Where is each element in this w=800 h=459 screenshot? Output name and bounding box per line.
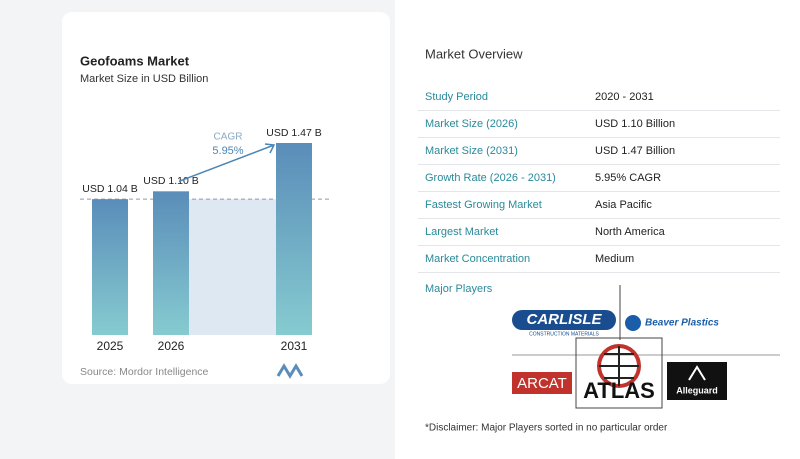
row-label: Largest Market: [425, 226, 498, 238]
row-value: North America: [595, 226, 666, 238]
value-label: USD 1.04 B: [82, 183, 137, 195]
logo-text: Beaver Plastics: [645, 318, 719, 329]
logo-carlisle: CARLISLE CONSTRUCTION MATERIALS: [512, 310, 616, 337]
logo-text: ARCAT: [517, 375, 567, 392]
source-logo: [276, 363, 304, 379]
row-label: Study Period: [425, 91, 488, 103]
bar: [92, 199, 128, 335]
overview-title: Market Overview: [425, 46, 523, 61]
value-label: USD 1.47 B: [266, 127, 321, 139]
logo-arcat: ARCAT: [512, 372, 572, 394]
x-tick-label: 2031: [281, 339, 308, 353]
row-value: Medium: [595, 253, 634, 265]
logo-alleguard: Alleguard: [667, 362, 727, 400]
bar: [153, 191, 189, 335]
row-value: 2020 - 2031: [595, 91, 654, 103]
row-label: Market Size (2026): [425, 118, 518, 130]
players-title: Major Players: [425, 283, 493, 295]
bar: [276, 143, 312, 335]
cagr-arrow: [178, 143, 276, 183]
annotation: 5.95%: [212, 145, 243, 157]
disclaimer: *Disclaimer: Major Players sorted in no …: [425, 423, 668, 434]
chart-title: Geofoams Market: [80, 53, 190, 68]
value-label: USD 1.10 B: [143, 175, 198, 187]
x-tick-label: 2026: [158, 339, 185, 353]
overview-panel: [395, 0, 800, 459]
row-label: Market Concentration: [425, 253, 530, 265]
logo-text: ATLAS: [583, 378, 655, 403]
x-tick-label: 2025: [97, 339, 124, 353]
logo-text: CONSTRUCTION MATERIALS: [529, 331, 599, 337]
source: Source: Mordor Intelligence: [80, 366, 209, 378]
row-value: 5.95% CAGR: [595, 172, 661, 184]
annotation: CAGR: [214, 132, 243, 143]
row-value: USD 1.10 Billion: [595, 118, 675, 130]
logo-atlas: ATLAS: [583, 344, 655, 403]
row-value: USD 1.47 Billion: [595, 145, 675, 157]
row-value: Asia Pacific: [595, 199, 652, 211]
logo-text: CARLISLE: [527, 311, 603, 328]
divider: [575, 337, 663, 409]
chart-subtitle: Market Size in USD Billion: [80, 73, 208, 85]
row-label: Fastest Growing Market: [425, 199, 542, 211]
logo-beaver: Beaver Plastics: [625, 315, 719, 331]
row-label: Market Size (2031): [425, 145, 518, 157]
row-label: Growth Rate (2026 - 2031): [425, 172, 556, 184]
logo-text: Alleguard: [676, 385, 718, 395]
reference-area: [171, 199, 294, 335]
